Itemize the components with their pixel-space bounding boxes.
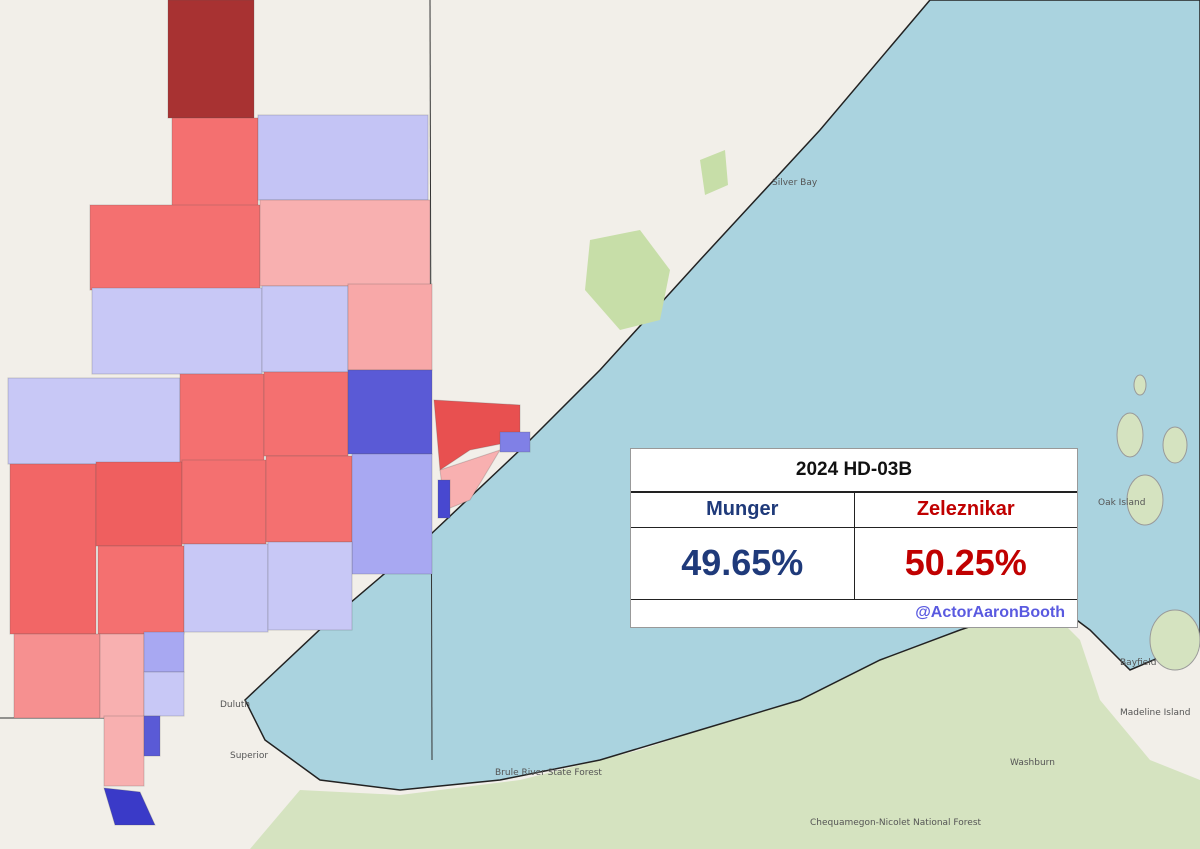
place-label: Duluth — [220, 700, 250, 710]
candidate-name: Zeleznikar — [916, 497, 1015, 520]
place-label: Bayfield — [1120, 658, 1156, 668]
credit: @ActorAaronBooth — [915, 604, 1065, 621]
wisconsin-forest — [250, 600, 1200, 849]
place-label: Madeline Island — [1120, 708, 1190, 718]
place-label: Superior — [230, 751, 268, 761]
place-label: Silver Bay — [772, 178, 818, 188]
table-title: 2024 HD-03B — [795, 459, 913, 480]
header-row: 2024 HD-03B — [631, 449, 1077, 493]
place-label: Oak Island — [1098, 498, 1145, 508]
place-label: Washburn — [1010, 758, 1055, 768]
share-row: 49.65% 50.25% — [631, 527, 1077, 600]
place-label: Brule River State Forest — [495, 768, 602, 778]
state-park — [585, 230, 670, 330]
vote-share: 50.25% — [904, 542, 1027, 583]
results-table: 2024 HD-03B Munger Zeleznikar 49.65% 50.… — [630, 448, 1078, 628]
candidate-row: Munger Zeleznikar — [631, 491, 1077, 528]
islands — [1116, 374, 1200, 671]
candidate-name: Munger — [631, 491, 855, 527]
vote-share: 49.65% — [631, 527, 855, 599]
place-label: Chequamegon-Nicolet National Forest — [810, 818, 982, 828]
precincts — [7, 0, 531, 826]
state-park — [700, 150, 728, 195]
